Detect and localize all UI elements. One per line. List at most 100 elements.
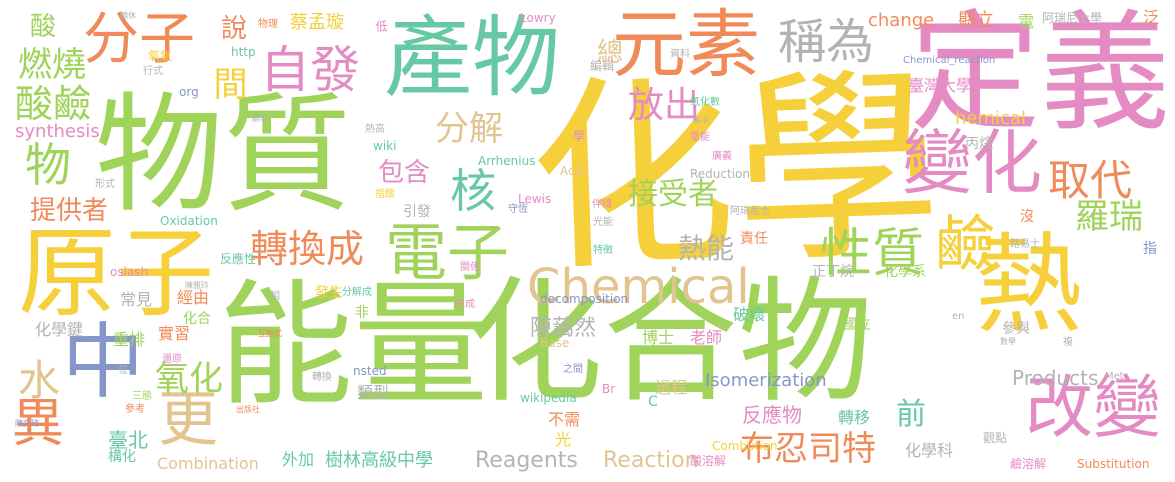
word-hemical: hemical <box>955 108 1026 129</box>
word-bianji: 編輯 <box>590 59 615 73</box>
word-huanyuan: 還原 <box>162 354 182 365</box>
word-yinfa: 引發 <box>403 204 431 220</box>
word-laoshi: 老師 <box>690 328 723 347</box>
word-combution: Combution <box>712 439 778 453</box>
word-yangqi: 氧氣 <box>148 49 173 63</box>
word-reduction: Reduction <box>690 167 750 181</box>
word-br: Br <box>602 382 616 396</box>
word-banshui: 伴隨 <box>592 199 612 210</box>
word-huahe: 化合 <box>183 311 211 327</box>
word-nengliang: 能量 <box>218 267 488 424</box>
word-zhuanhuancheng: 轉換成 <box>250 227 365 271</box>
word-jieshouzhe: 接受者 <box>628 177 718 212</box>
word-guang: 光 <box>555 430 572 449</box>
word-guangyi: 廣義 <box>712 151 732 162</box>
word-taibei: 臺北 <box>108 428 148 452</box>
word-c: C <box>648 394 658 410</box>
word-oxidation: Oxidation <box>160 214 218 228</box>
word-chongpai: 重排 <box>113 330 146 349</box>
word-wuzhi: 物質 <box>95 81 352 230</box>
word-suan: 酸 <box>30 12 57 42</box>
word-wiki: wiki <box>373 139 397 153</box>
word-nsted: nsted <box>353 364 387 378</box>
word-taiwan-university: 臺灣大學 <box>908 76 973 95</box>
word-wei: 位 <box>118 365 128 376</box>
word-yanghuashu: 氧化數 <box>690 97 720 108</box>
word-jian: 鹼 <box>935 210 995 280</box>
word-fasheng: 發生 <box>315 285 343 301</box>
word-yuansu: 元素 <box>612 2 760 88</box>
word-wuli: 物理 <box>258 19 278 30</box>
word-guanxi: 關係 <box>460 262 480 273</box>
word-lowry: Lowry <box>520 11 556 25</box>
word-base: Base <box>540 336 570 350</box>
word-chenwenqi: 陳文琦 <box>15 419 39 428</box>
word-shengcheng: 生成 <box>455 299 475 310</box>
word-geng: 更 <box>158 385 218 455</box>
word-chemical-reaction: Chemical_reaction <box>903 55 996 66</box>
word-org: org <box>179 85 199 99</box>
word-zhengdingwan: 正丁烷 <box>812 264 854 280</box>
word-lunxiu: 輪休 <box>120 11 136 20</box>
word-dingyi: 定義 <box>910 0 1171 149</box>
word-regao: 熱高 <box>365 124 385 135</box>
word-xingzhi: 性質 <box>820 224 925 284</box>
word-reaction: Reaction <box>603 448 699 473</box>
word-qian: 前 <box>896 397 926 432</box>
word-combination: Combination <box>157 454 259 473</box>
word-wu-small: 物 <box>25 138 71 192</box>
word-chengwei: 稱為 <box>778 14 875 70</box>
word-dubiao: 讀表 <box>252 114 268 123</box>
word-luorui: 羅瑞 <box>1075 197 1143 237</box>
word-he: 核 <box>450 164 496 218</box>
word-re: 熱 <box>975 223 1084 348</box>
word-fenjiecheng: 分解成 <box>342 287 372 298</box>
word-huaxueke: 化學科 <box>905 441 954 460</box>
word-shui: 水 <box>18 356 61 405</box>
word-gouhua: 構化 <box>108 449 136 465</box>
word-yanghua: 氧化 <box>155 359 223 399</box>
word-shouheng: 守恆 <box>508 204 528 215</box>
word-zhong: 中 <box>62 315 145 410</box>
word-fanyingwu: 反應物 <box>742 403 802 427</box>
word-fu: 複 <box>1063 337 1073 348</box>
word-fei: 非 <box>355 305 369 321</box>
word-jian-between: 間 <box>207 66 247 100</box>
word-gaibian: 改變 <box>1025 369 1162 448</box>
word-products: Products <box>1012 366 1099 390</box>
word-shulin: 樹林高級中學 <box>325 450 433 471</box>
word-fangchu: 放出 <box>628 85 701 126</box>
word-leixing: 類型 <box>357 383 390 402</box>
word-xianli: 縣立 <box>958 10 994 31</box>
word-pohuai: 破壞 <box>733 305 766 324</box>
word-boshi: 博士 <box>642 328 675 347</box>
word-zhuanyi: 轉移 <box>838 408 871 427</box>
word-met: Met <box>1105 371 1124 382</box>
word-fenjie: 分解 <box>435 109 503 149</box>
word-substitution: Substitution <box>1077 457 1150 471</box>
word-xue: 學 <box>573 129 586 143</box>
word-qudai: 取代 <box>1048 156 1133 205</box>
word-chenairan: 陳藹然 <box>530 316 597 341</box>
word-shuo: 說 <box>221 14 248 44</box>
word-arrhenius-cn: 阿瑞尼士 <box>730 206 770 217</box>
word-chubanshe: 出版社 <box>236 405 260 414</box>
word-zifa: 自發 <box>260 41 360 99</box>
word-zhi: 指 <box>1143 241 1157 257</box>
word-change: change <box>868 10 935 31</box>
word-zhijian: 之間 <box>563 364 583 375</box>
word-guangneng: 光能 <box>593 217 613 228</box>
word-fenzi: 分子 <box>83 7 195 72</box>
word-suanrongjie: 酸溶解 <box>690 454 727 468</box>
word-synthesis: synthesis <box>15 121 100 142</box>
word-huaxuejian: 化學鍵 <box>35 320 84 339</box>
word-changjian: 常見 <box>120 290 153 309</box>
word-buxu: 不需 <box>548 410 581 429</box>
word-bianhua: 變化 <box>902 122 1042 204</box>
word-arrhenius-school: 阿瑞尼士學 <box>1042 11 1103 25</box>
word-isomerization: Isomerization <box>705 370 827 391</box>
word-guocheng: 過程 <box>655 378 688 397</box>
word-xiang: 相 <box>270 291 280 302</box>
word-baohan: 包含 <box>378 158 431 188</box>
word-suanjian: 酸鹼 <box>15 82 92 126</box>
